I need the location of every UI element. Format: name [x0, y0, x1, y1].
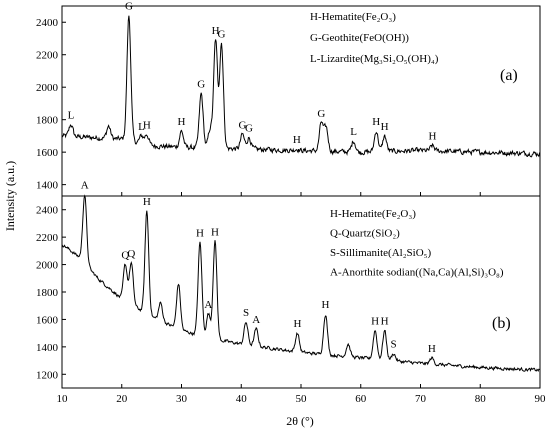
- peak-label: A: [81, 180, 89, 192]
- legend-entry: G-Geothite(FeO(OH)): [310, 32, 409, 44]
- y-tick-label: 1200: [36, 369, 59, 381]
- x-tick-label: 30: [176, 393, 188, 405]
- peak-label: Q: [121, 250, 129, 262]
- y-tick-label: 2000: [36, 260, 59, 272]
- legend-entry: A-Anorthite sodian((Na,Ca)(Al,Si)₃O₈): [330, 267, 504, 279]
- y-tick-label: 1800: [36, 115, 59, 127]
- spectrum-line: [61, 194, 541, 373]
- peak-label: H: [143, 196, 151, 208]
- x-tick-label: 80: [475, 393, 487, 405]
- peak-label: G: [125, 1, 133, 13]
- x-tick-label: 70: [415, 393, 427, 405]
- spectrum-line: [61, 15, 541, 158]
- x-tick-label: 20: [116, 393, 128, 405]
- peak-label: A: [204, 299, 212, 311]
- peak-label: G: [197, 79, 205, 91]
- x-axis-label: 2θ (°): [286, 414, 314, 428]
- peak-label: L: [350, 126, 357, 138]
- y-tick-label: 2400: [36, 205, 59, 217]
- y-tick-label: 1400: [36, 342, 59, 354]
- peak-label: S: [391, 339, 397, 351]
- peak-label: H: [293, 318, 301, 330]
- peak-label: H: [143, 119, 151, 131]
- peak-label: G: [238, 119, 246, 131]
- peak-label: H: [381, 315, 389, 327]
- panel-tag: (a): [500, 67, 518, 84]
- legend-entry: H-Hematite(Fe₂O₃): [310, 11, 396, 23]
- peak-label: H: [322, 299, 330, 311]
- peak-label: H: [211, 226, 219, 238]
- peak-label: Q: [127, 248, 135, 260]
- peak-label: H: [293, 134, 301, 146]
- panel-b: 1200 1400 1600 1800 2000 2200 2400 10 20 30 40 50 60…: [36, 180, 546, 405]
- panel-tag: (b): [492, 315, 511, 332]
- peak-label: A: [252, 314, 260, 326]
- y-axis-label: Intensity (a.u.): [3, 161, 17, 231]
- legend-entry: H-Hematite(Fe₂O₃): [330, 208, 416, 220]
- legend-entry: L-Lizardite(Mg₃Si₂O₅(OH)₄): [310, 53, 439, 65]
- peak-label: H: [371, 315, 379, 327]
- peak-label: H: [178, 116, 186, 128]
- peak-label: H: [372, 116, 380, 128]
- peak-label: H: [428, 343, 436, 355]
- y-tick-label: 2200: [36, 50, 59, 62]
- peak-label: H: [212, 25, 220, 37]
- x-tick-label: 10: [57, 393, 69, 405]
- peak-label: H: [428, 131, 436, 143]
- legend-entry: Q-Quartz(SiO₂): [330, 228, 400, 240]
- y-tick-label: 2400: [36, 17, 59, 29]
- peak-label: L: [138, 121, 145, 133]
- y-tick-label: 1600: [36, 147, 59, 159]
- x-tick-label: 40: [236, 393, 248, 405]
- y-tick-label: 1800: [36, 287, 59, 299]
- peak-label: H: [196, 228, 204, 240]
- legend-entry: S-Sillimanite(Al₂SiO₅): [330, 247, 432, 259]
- y-tick-label: 1400: [36, 180, 59, 192]
- x-tick-label: 90: [535, 393, 547, 405]
- peak-label: H: [381, 121, 389, 133]
- x-tick-label: 60: [355, 393, 367, 405]
- y-tick-label: 2000: [36, 82, 59, 94]
- peak-label: G: [245, 123, 253, 135]
- peak-label: S: [243, 307, 249, 319]
- peak-label: L: [68, 110, 75, 122]
- y-tick-label: 2200: [36, 232, 59, 244]
- y-tick-label: 1600: [36, 314, 59, 326]
- plot-frame: [61, 5, 541, 197]
- peak-label: G: [218, 28, 226, 40]
- peak-label: G: [317, 108, 325, 120]
- x-tick-label: 50: [296, 393, 308, 405]
